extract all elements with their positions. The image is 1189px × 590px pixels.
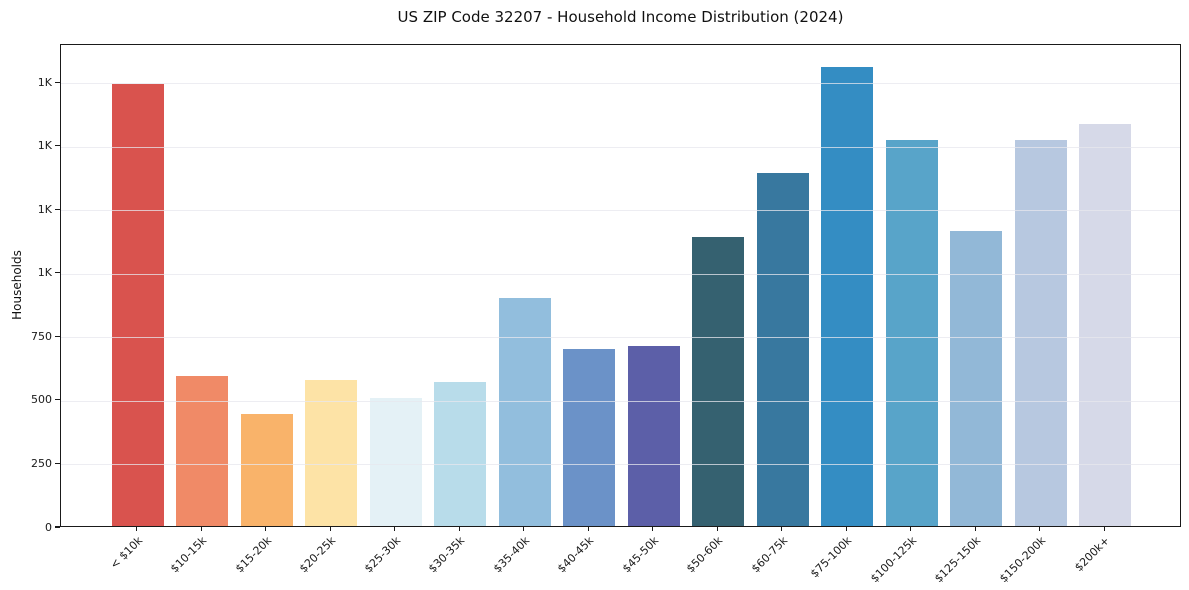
x-tick-label: $30-35k bbox=[426, 534, 468, 576]
gridline-y-1250 bbox=[61, 210, 1180, 212]
chart-title: US ZIP Code 32207 - Household Income Dis… bbox=[397, 8, 844, 26]
x-tick-mark bbox=[523, 527, 525, 531]
x-tick-label: $35-40k bbox=[490, 534, 532, 576]
gridline-y-1500 bbox=[61, 146, 1180, 148]
gridline-y-1000 bbox=[61, 273, 1180, 275]
x-tick-label: $150-200k bbox=[996, 534, 1048, 586]
bar-< $10k bbox=[111, 83, 164, 526]
y-tick-mark bbox=[55, 272, 60, 274]
x-tick-mark bbox=[200, 527, 202, 531]
y-tick-label: 1K bbox=[37, 139, 52, 153]
bar-$60-75k bbox=[756, 172, 809, 526]
x-tick-mark bbox=[781, 527, 783, 531]
x-tick-label: < $10k bbox=[107, 534, 145, 572]
x-tick-label: $10-15k bbox=[168, 534, 210, 576]
x-tick-mark bbox=[136, 527, 138, 531]
y-tick-label: 500 bbox=[31, 393, 52, 407]
y-tick-mark bbox=[55, 208, 60, 210]
x-tick-mark bbox=[458, 527, 460, 531]
x-tick-mark bbox=[1039, 527, 1041, 531]
y-tick-mark bbox=[55, 145, 60, 147]
y-tick-label: 0 bbox=[45, 520, 52, 534]
y-tick-label: 1K bbox=[37, 266, 52, 280]
y-tick-label: 750 bbox=[31, 329, 52, 343]
x-tick-label: $20-25k bbox=[297, 534, 339, 576]
y-tick-mark bbox=[55, 335, 60, 337]
y-tick-label: 1K bbox=[37, 75, 52, 89]
x-tick-mark bbox=[587, 527, 589, 531]
x-tick-label: $25-30k bbox=[361, 534, 403, 576]
y-tick-mark bbox=[55, 399, 60, 401]
x-tick-mark bbox=[974, 527, 976, 531]
bar-$100-125k bbox=[885, 139, 938, 526]
bar-$45-50k bbox=[627, 345, 680, 526]
x-tick-mark bbox=[716, 527, 718, 531]
bar-$30-35k bbox=[434, 382, 487, 526]
x-tick-mark bbox=[910, 527, 912, 531]
y-tick-mark bbox=[55, 81, 60, 83]
bar-$25-30k bbox=[369, 397, 422, 526]
gridline-y-1750 bbox=[61, 83, 1180, 85]
bar-$35-40k bbox=[498, 298, 551, 526]
x-tick-label: $125-150k bbox=[932, 534, 984, 586]
y-tick-mark bbox=[55, 526, 60, 528]
plot-area bbox=[60, 44, 1181, 527]
bar-$20-25k bbox=[305, 379, 358, 526]
x-tick-label: $45-50k bbox=[619, 534, 661, 576]
bar-$40-45k bbox=[563, 349, 616, 526]
x-tick-mark bbox=[1103, 527, 1105, 531]
x-tick-label: $50-60k bbox=[684, 534, 726, 576]
x-tick-mark bbox=[329, 527, 331, 531]
x-tick-label: $15-20k bbox=[232, 534, 274, 576]
x-tick-label: $75-100k bbox=[808, 534, 855, 581]
x-tick-mark bbox=[652, 527, 654, 531]
y-tick-label: 1K bbox=[37, 202, 52, 216]
x-tick-label: $100-125k bbox=[867, 534, 919, 586]
bar-$15-20k bbox=[240, 414, 293, 526]
gridline-y-250 bbox=[61, 464, 1180, 466]
x-tick-label: $40-45k bbox=[555, 534, 597, 576]
gridline-y-750 bbox=[61, 337, 1180, 339]
y-axis-label: Households bbox=[10, 250, 24, 320]
gridline-y-500 bbox=[61, 400, 1180, 402]
y-tick-label: 250 bbox=[31, 456, 52, 470]
x-tick-label: $60-75k bbox=[748, 534, 790, 576]
x-tick-mark bbox=[265, 527, 267, 531]
bar-$200k+ bbox=[1079, 124, 1132, 526]
y-tick-mark bbox=[55, 462, 60, 465]
bar-$10-15k bbox=[176, 376, 229, 526]
x-tick-mark bbox=[394, 527, 396, 531]
bar-$75-100k bbox=[821, 67, 874, 526]
x-tick-mark bbox=[845, 527, 847, 531]
x-tick-label: $200k+ bbox=[1072, 534, 1113, 575]
bar-$125-150k bbox=[950, 231, 1003, 526]
bar-$50-60k bbox=[692, 237, 745, 526]
bar-$150-200k bbox=[1014, 139, 1067, 526]
